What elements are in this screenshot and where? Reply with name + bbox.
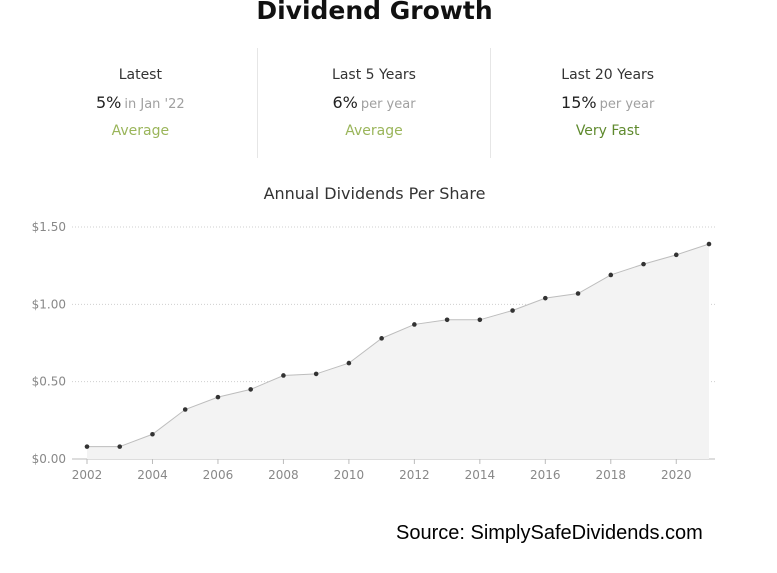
data-point: [281, 373, 286, 378]
x-tick-label: 2008: [268, 468, 299, 482]
x-tick-label: 2018: [596, 468, 627, 482]
stat-rating: Average: [345, 123, 403, 139]
data-point: [641, 261, 646, 267]
y-tick-label: $1.50: [32, 220, 66, 234]
x-tick-label: 2004: [137, 468, 168, 482]
data-point: [706, 241, 712, 247]
dividend-stats-panel: Latest 5% in Jan '22 Average Last 5 Years…: [24, 48, 724, 158]
source-credit: Source: SimplySafeDividends.com: [396, 522, 703, 544]
stat-label: Latest: [118, 67, 162, 83]
data-point: [313, 371, 319, 377]
stat-value: 5%: [96, 93, 122, 112]
stat-label: Last 20 Years: [561, 67, 655, 83]
x-tick-label: 2016: [530, 468, 561, 482]
stat-value: 15%: [561, 93, 597, 112]
data-point: [346, 360, 352, 366]
x-tick-label: 2020: [661, 468, 692, 482]
x-tick-label: 2002: [72, 468, 103, 482]
stat-label: Last 5 Years: [332, 67, 416, 83]
data-point: [215, 394, 221, 400]
stat-subtext: in Jan '22: [124, 97, 185, 112]
data-point: [379, 336, 384, 341]
series-line: [87, 243, 710, 448]
data-point: [84, 444, 90, 449]
data-point: [510, 308, 515, 313]
stat-subtext: per year: [360, 97, 416, 112]
page-title: Dividend Growth: [256, 0, 493, 25]
stat-last-20-years: Last 20 Years 15% per year Very Fast: [490, 48, 724, 158]
data-point: [608, 272, 614, 278]
y-tick-label: $0.00: [32, 452, 66, 466]
x-tick-label: 2014: [465, 468, 496, 482]
stat-rating: Very Fast: [575, 123, 640, 139]
data-point: [673, 252, 679, 258]
data-point: [444, 317, 450, 323]
stat-value-row: 15% per year: [491, 93, 724, 112]
stat-value: 6%: [332, 93, 358, 112]
y-tick-label: $0.50: [32, 375, 66, 389]
area-fill: [87, 244, 709, 459]
stat-subtext: per year: [599, 97, 655, 112]
stat-last-5-years: Last 5 Years 6% per year Average: [256, 48, 491, 158]
data-point: [575, 291, 581, 296]
x-tick-label: 2006: [203, 468, 234, 482]
stat-value-row: 5% in Jan '22: [24, 93, 257, 112]
stat-latest: Latest 5% in Jan '22 Average: [24, 48, 257, 158]
data-point: [150, 431, 155, 437]
stat-value-row: 6% per year: [258, 93, 491, 112]
data-point: [182, 407, 188, 412]
x-tick-label: 2012: [399, 468, 430, 482]
chart-title: Annual Dividends Per Share: [263, 184, 486, 203]
x-tick-label: 2010: [334, 468, 365, 482]
data-point: [412, 322, 417, 327]
y-tick-label: $1.00: [32, 297, 66, 311]
data-point: [117, 444, 123, 449]
data-point: [543, 295, 548, 301]
data-point: [248, 387, 253, 392]
stat-rating: Average: [111, 123, 170, 139]
data-point: [477, 317, 483, 323]
